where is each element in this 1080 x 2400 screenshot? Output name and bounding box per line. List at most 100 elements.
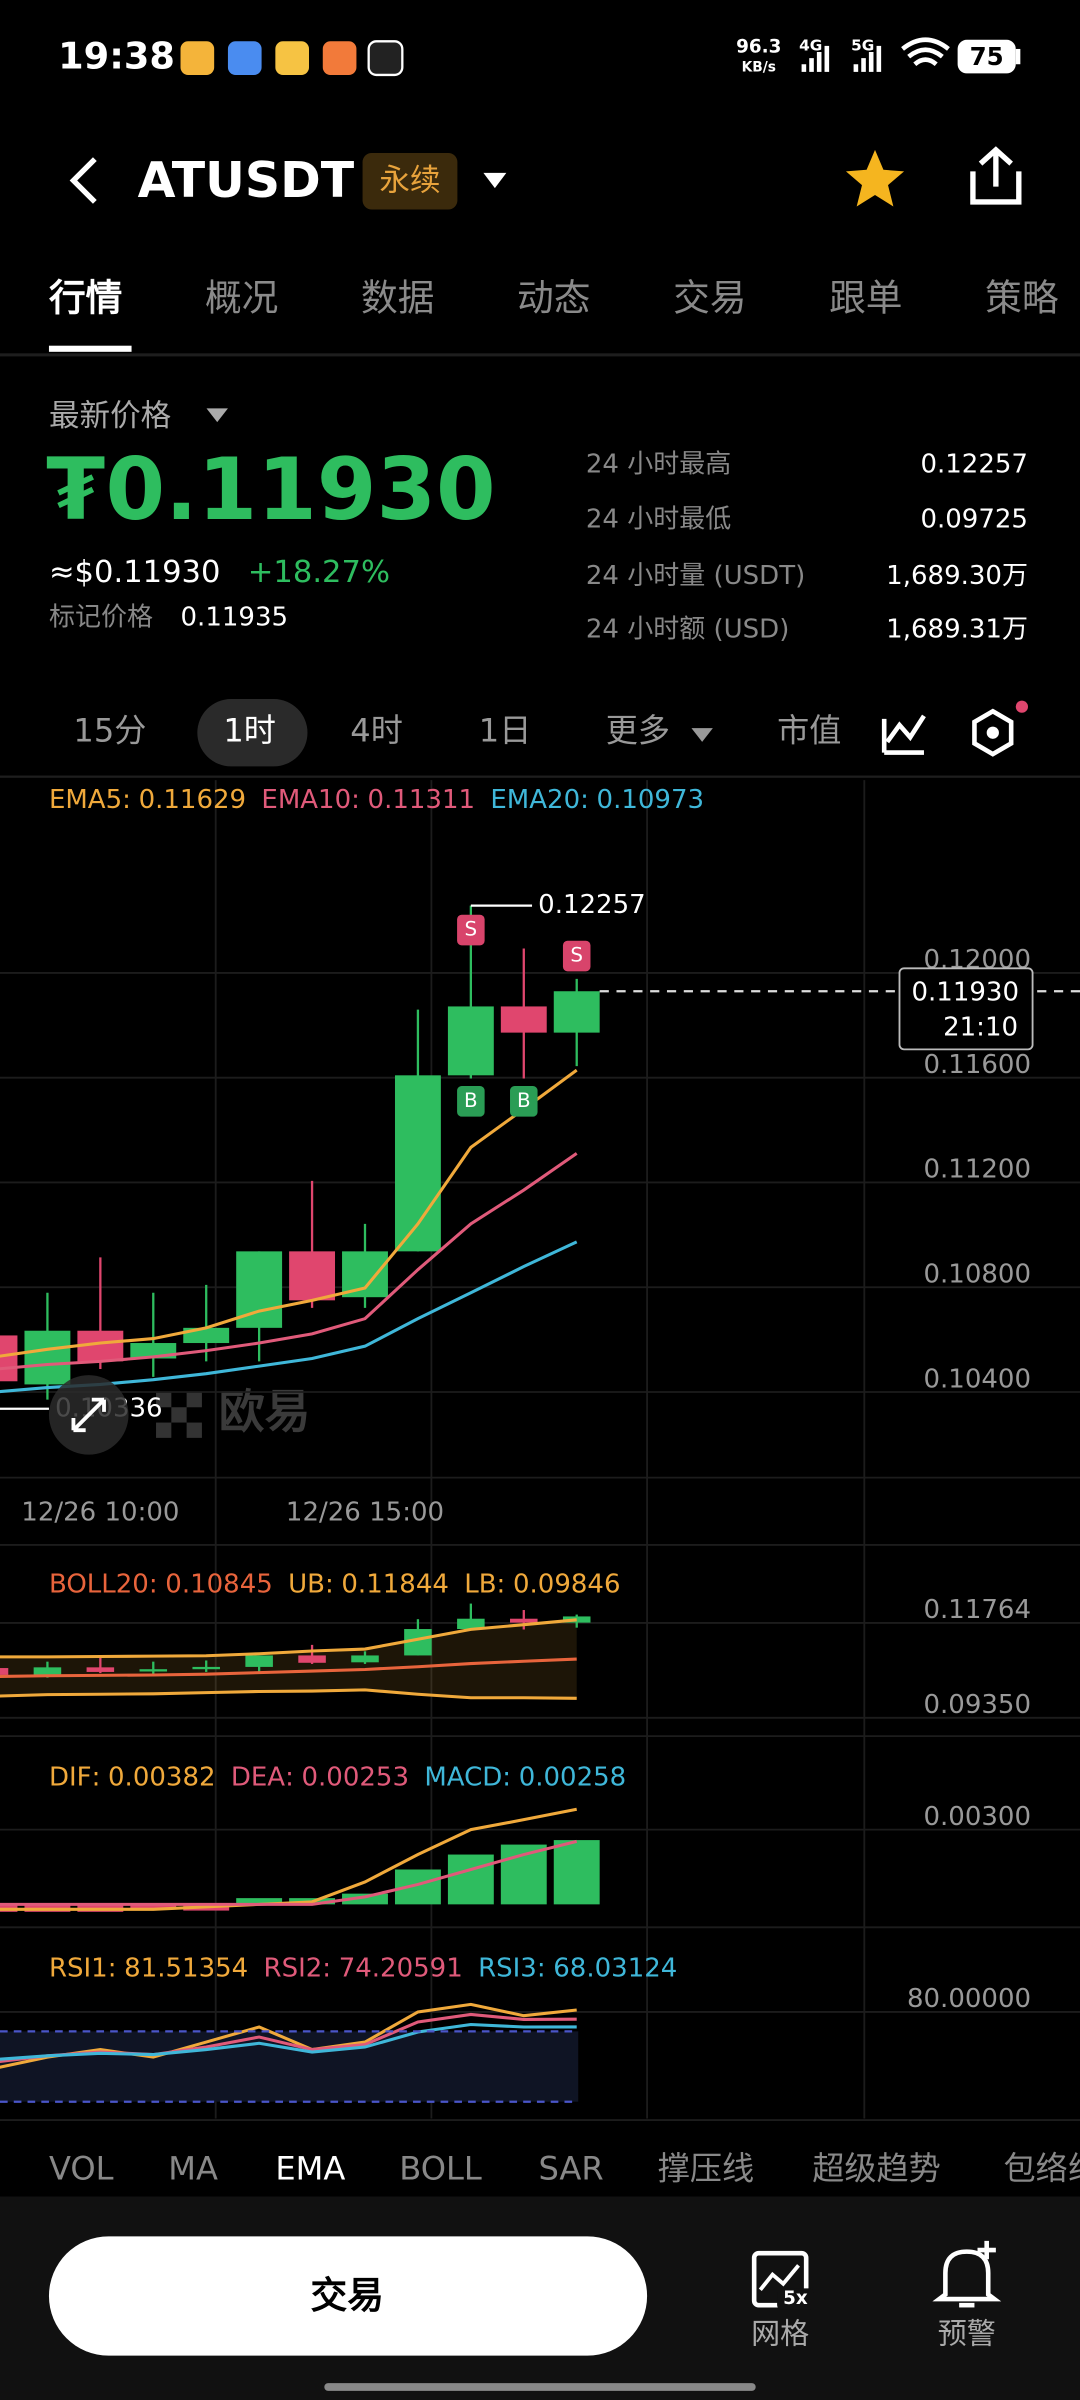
indicator-tab[interactable]: 包络线 — [1004, 2150, 1080, 2188]
trade-marker — [457, 914, 485, 946]
macd-bar — [342, 1893, 388, 1905]
y-tick-label: 0.10800 — [924, 1260, 1032, 1290]
series-line — [0, 1688, 577, 1700]
indicator-tab[interactable]: VOL — [49, 2150, 114, 2188]
tab[interactable]: 动态 — [517, 276, 590, 319]
favorite-star[interactable] — [845, 149, 905, 207]
legend-sep: : — [122, 785, 131, 815]
tab[interactable]: 跟单 — [829, 276, 902, 319]
price-label: 最新价格 — [49, 399, 171, 434]
y-tick-label: 0.00300 — [924, 1802, 1032, 1832]
price-dropdown[interactable] — [206, 408, 228, 423]
last-price: ₮0.11930 — [46, 440, 496, 540]
legend-value: 0.11311 — [368, 785, 476, 815]
tab[interactable]: 概况 — [205, 276, 278, 319]
settings-button[interactable] — [972, 708, 1014, 757]
legend-sep: : — [149, 1569, 158, 1599]
interval[interactable]: 1时 — [223, 712, 276, 750]
legend-value: 68.03124 — [553, 1953, 677, 1983]
candle-body — [86, 1667, 115, 1672]
candle-body — [0, 1668, 9, 1675]
tab[interactable]: 策略 — [985, 276, 1059, 319]
tab[interactable]: 行情 — [49, 276, 122, 319]
legend: RSI1: 81.51354 RSI2: 74.20591 RSI3: 68.03124 — [49, 1953, 677, 1983]
trade-button[interactable] — [48, 2236, 648, 2356]
rsi-bg — [0, 2031, 579, 2102]
legend: EMA5: 0.11629 EMA10: 0.11311 EMA20: 0.10973 — [49, 785, 704, 815]
indicator-tab[interactable]: 超级趋势 — [812, 2150, 940, 2188]
battery-tip — [1015, 48, 1021, 65]
x-tick-label: 12/26 10:00 — [21, 1497, 179, 1527]
legend-sep: : — [351, 785, 360, 815]
indicator-tab[interactable]: 撑压线 — [658, 2150, 754, 2188]
legend-value: 74.20591 — [339, 1953, 463, 1983]
indicator-tab[interactable]: SAR — [538, 2150, 603, 2188]
interval[interactable]: 4时 — [350, 712, 403, 750]
notice-dot — [1015, 700, 1028, 713]
interval[interactable]: 1日 — [479, 712, 532, 750]
tab[interactable]: 数据 — [361, 276, 434, 319]
trade-marker-label: B — [464, 1089, 478, 1112]
legend-sep: : — [325, 1569, 334, 1599]
legend-name: RSI1 — [49, 1953, 108, 1983]
grid-button[interactable]: 5x 网格 — [751, 2250, 814, 2351]
macd-bar — [236, 1898, 283, 1905]
back-button[interactable] — [69, 157, 97, 204]
trade-marker — [510, 1086, 538, 1117]
candle-body — [298, 1655, 326, 1663]
indicator-tab[interactable]: BOLL — [399, 2150, 482, 2188]
candle-body — [192, 1666, 220, 1670]
tab-bar: 行情 概况 数据 动态 交易 跟单 策略 — [49, 276, 1059, 319]
legend-name: EMA20 — [490, 785, 580, 815]
legend-value: 0.10973 — [597, 785, 705, 815]
tab[interactable]: 交易 — [673, 276, 746, 319]
interval[interactable]: 更多 — [606, 712, 670, 750]
indicator-tab[interactable]: MA — [168, 2150, 218, 2188]
candle-body — [245, 1655, 273, 1667]
legend: DIF: 0.00382 DEA: 0.00253 MACD: 0.00258 — [49, 1762, 626, 1792]
macd-bar — [130, 1904, 177, 1910]
legend-sep: : — [108, 1953, 117, 1983]
stat-value: 1,689.30万 — [886, 561, 1028, 591]
legend-name: RSI3 — [478, 1953, 537, 1983]
tab-underline — [48, 345, 132, 352]
legend: BOLL20: 0.10845 UB: 0.11844 LB: 0.09846 — [49, 1569, 621, 1599]
interval[interactable]: 市值 — [777, 712, 841, 750]
battery — [957, 39, 1016, 74]
trade-marker — [457, 1086, 485, 1117]
trade-marker-label: S — [465, 918, 478, 941]
last-price-box — [898, 967, 1034, 1051]
stat-value: 0.09725 — [920, 505, 1028, 535]
home-indicator — [324, 2383, 756, 2391]
trade-marker-label: S — [570, 944, 583, 967]
price-change: +18.27% — [248, 555, 390, 590]
x-tick-label: 12/26 15:00 — [286, 1497, 444, 1527]
legend-value: 0.10845 — [165, 1569, 273, 1599]
legend-value: 0.00382 — [108, 1762, 216, 1792]
rsi-bands — [0, 2030, 579, 2103]
signal-type: 4G — [799, 36, 822, 54]
interval-active-bg — [197, 699, 308, 767]
indicator-tab[interactable]: EMA — [275, 2150, 345, 2188]
stat-label: 24 小时最高 — [586, 450, 731, 480]
alert-button[interactable]: 预警 — [932, 2240, 1002, 2351]
macd-bar — [447, 1854, 494, 1905]
stat-label: 24 小时量 (USDT) — [586, 561, 805, 591]
chart-style-button[interactable] — [881, 714, 926, 755]
legend-name: LB — [464, 1569, 496, 1599]
more-dropdown[interactable] — [691, 728, 713, 742]
legend-name: DEA — [231, 1762, 285, 1792]
interval[interactable]: 15分 — [73, 712, 146, 750]
candle-body — [24, 1330, 71, 1385]
symbol-dropdown[interactable] — [483, 172, 507, 189]
expand-icon — [71, 1397, 106, 1433]
stat-value: 0.12257 — [920, 450, 1028, 480]
countdown: 21:10 — [943, 1012, 1018, 1042]
share-button[interactable] — [970, 146, 1022, 205]
trade-marker — [562, 940, 591, 972]
divider — [0, 775, 1080, 778]
settings-dot — [986, 726, 999, 739]
legend-value: 0.00253 — [302, 1762, 410, 1792]
